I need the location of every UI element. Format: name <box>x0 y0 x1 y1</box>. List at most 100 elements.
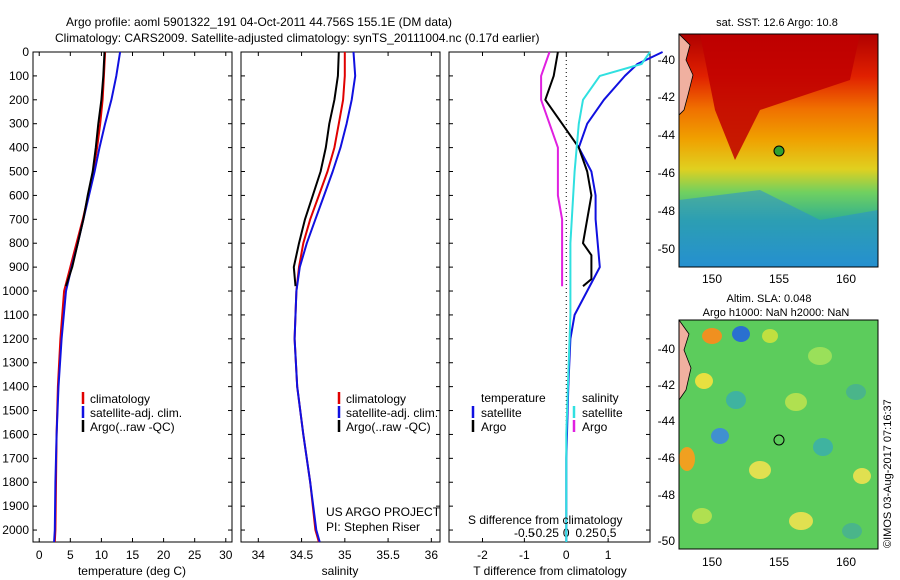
sst-ytick: -42 <box>658 90 676 104</box>
sla-xtick: 150 <box>702 555 722 569</box>
y-tick-label: 1100 <box>3 308 29 322</box>
series-line-argo <box>65 51 106 287</box>
series-line-argo <box>292 51 340 287</box>
sst-xtick: 160 <box>836 272 856 286</box>
salinity-panel-frame <box>240 51 441 543</box>
s-tick-label: -0.5 <box>514 526 535 540</box>
y-tick-label: 2000 <box>2 523 29 537</box>
title-line-1: Argo profile: aoml 5901322_191 04-Oct-20… <box>66 15 452 29</box>
sla-map: Altim. SLA: 0.048 Argo h1000: NaN h2000:… <box>658 293 879 569</box>
sla-xtick: 155 <box>769 555 789 569</box>
sla-ytick: -50 <box>658 534 676 548</box>
s-tick-label: -0.25 <box>532 526 560 540</box>
x-tick-label: 34.5 <box>290 548 314 562</box>
sla-ytick: -48 <box>658 488 676 502</box>
sla-map-title-1: Altim. SLA: 0.048 <box>727 293 812 305</box>
x-tick-label: 35.5 <box>376 548 400 562</box>
legend-label-climatology: climatology <box>346 392 406 406</box>
y-tick-label: 600 <box>9 188 29 202</box>
x-tick-label: 34 <box>252 548 266 562</box>
y-tick-label: 900 <box>9 260 29 274</box>
s-tick-label: 0.5 <box>600 526 617 540</box>
sst-xtick: 155 <box>769 272 789 286</box>
x-tick-label: 15 <box>126 548 140 562</box>
legend-label-satellite: satellite-adj. clim. <box>90 406 182 420</box>
sla-map-frame <box>678 319 879 550</box>
t-difference-axis-label: T difference from climatology <box>473 564 627 578</box>
sst-map-frame <box>678 33 879 268</box>
legend-label-argo: Argo(..raw -QC) <box>346 420 431 434</box>
legend-label-s-argo: Argo <box>582 420 608 434</box>
legend-label-s-satellite: satellite <box>582 406 623 420</box>
temperature-axis-label: temperature (deg C) <box>78 564 186 578</box>
sst-map-axes: -40 -42 -44 -46 -48 -50 150 155 160 <box>658 53 857 286</box>
s-difference-label: S difference from climatology <box>468 513 623 527</box>
series-line-t-satellite <box>565 51 664 542</box>
temperature-chart: 0100200300400500600700800900100011001200… <box>2 45 232 562</box>
y-tick-label: 200 <box>9 93 29 107</box>
x-tick-label: -2 <box>477 548 488 562</box>
sst-map: sat. SST: 12.6 Argo: 10.8 -40 -42 -44 -4… <box>658 17 879 286</box>
x-tick-label: 35 <box>338 548 352 562</box>
y-tick-label: 500 <box>9 165 29 179</box>
y-tick-label: 800 <box>9 236 29 250</box>
x-tick-label: -1 <box>519 548 530 562</box>
y-tick-label: 1000 <box>2 284 29 298</box>
y-tick-label: 1400 <box>2 380 29 394</box>
argo-float-marker <box>773 145 785 157</box>
y-tick-label: 700 <box>9 212 29 226</box>
sst-warm-tongue <box>700 34 860 160</box>
x-tick-label: 20 <box>157 548 171 562</box>
y-tick-label: 1200 <box>2 332 29 346</box>
temperature-legend: climatology satellite-adj. clim. Argo(..… <box>81 392 182 434</box>
x-tick-label: 25 <box>188 548 202 562</box>
legend-title-temperature: temperature <box>481 391 546 405</box>
y-tick-label: 1500 <box>2 404 29 418</box>
sla-xtick: 160 <box>836 555 856 569</box>
x-tick-label: 0 <box>563 548 570 562</box>
x-tick-label: 0 <box>36 548 43 562</box>
legend-label-argo: Argo(..raw -QC) <box>90 420 175 434</box>
sst-ytick: -40 <box>658 53 676 67</box>
x-tick-label: 5 <box>67 548 74 562</box>
difference-chart: -2-101-0.5-0.2500.250.5 <box>449 51 664 562</box>
y-tick-label: 400 <box>9 141 29 155</box>
legend-title-salinity: salinity <box>582 391 619 405</box>
y-tick-label: 100 <box>9 69 29 83</box>
pi-label: PI: Stephen Riser <box>326 520 420 534</box>
sla-anomalies <box>679 326 871 539</box>
legend-label-t-satellite: satellite <box>481 406 522 420</box>
argo-float-marker <box>773 434 785 446</box>
sst-ytick: -48 <box>658 204 676 218</box>
y-tick-label: 300 <box>9 117 29 131</box>
sla-map-title-2: Argo h1000: NaN h2000: NaN <box>703 307 850 319</box>
sst-ytick: -50 <box>658 242 676 256</box>
salinity-legend: climatology satellite-adj. clim. Argo(..… <box>337 392 438 434</box>
legend-label-climatology: climatology <box>90 392 150 406</box>
sst-ytick: -44 <box>658 128 676 142</box>
series-line-s-argo <box>540 51 564 287</box>
sla-ytick: -40 <box>658 342 676 356</box>
legend-label-satellite: satellite-adj. clim. <box>346 406 438 420</box>
sst-xtick: 150 <box>702 272 722 286</box>
y-tick-label: 1800 <box>2 475 29 489</box>
x-tick-label: 36 <box>425 548 439 562</box>
series-line-t-argo <box>544 51 593 287</box>
y-tick-label: 1700 <box>2 451 29 465</box>
y-tick-label: 0 <box>22 45 29 59</box>
salinity-chart: 34 34.5 35 35.5 36 <box>241 51 440 562</box>
series-line-satellite <box>293 51 357 543</box>
title-line-2: Climatology: CARS2009. Satellite-adjuste… <box>55 31 539 45</box>
y-tick-label: 1900 <box>2 499 29 513</box>
sst-cool-patch <box>679 190 878 267</box>
credit-label: ©IMOS 03-Aug-2017 07:16:37 <box>882 399 894 548</box>
sla-ytick: -44 <box>658 414 676 428</box>
x-tick-label: 1 <box>605 548 612 562</box>
sst-ytick: -46 <box>658 166 676 180</box>
x-tick-label: 30 <box>219 548 233 562</box>
coast <box>679 320 692 401</box>
sla-ytick: -42 <box>658 378 676 392</box>
series-line-climatology <box>293 52 346 543</box>
s-tick-label: 0.25 <box>576 526 600 540</box>
